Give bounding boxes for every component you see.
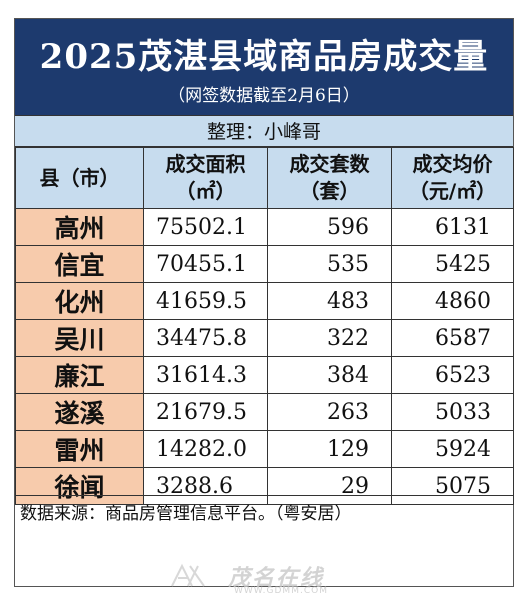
sales-table: 县（市） 成交面积 （㎡） 成交套数 （套） 成交均价 （元/㎡） 高州 75502.1… — [15, 147, 514, 505]
units-cell: 263 — [267, 393, 392, 431]
area-cell: 75502.1 — [143, 208, 268, 246]
price-cell: 4860 — [391, 282, 514, 320]
area-cell: 41659.5 — [143, 282, 268, 320]
price-cell: 5033 — [391, 393, 514, 431]
table-row: 廉江 31614.3 384 6523 — [15, 356, 514, 394]
county-cell: 雷州 — [15, 430, 144, 468]
watermark-logo-text: 茂名在线 — [228, 566, 325, 591]
table-row: 高州 75502.1 596 6131 — [15, 208, 514, 246]
county-cell: 化州 — [15, 282, 144, 320]
table-header-row: 县（市） 成交面积 （㎡） 成交套数 （套） 成交均价 （元/㎡） — [15, 147, 514, 209]
table-row: 信宜 70455.1 535 5425 — [15, 245, 514, 283]
page-title: 2025茂湛县域商品房成交量 — [39, 37, 489, 77]
county-cell: 高州 — [15, 208, 144, 246]
price-cell: 5075 — [391, 467, 514, 505]
area-cell: 14282.0 — [143, 430, 268, 468]
units-cell: 384 — [267, 356, 392, 394]
area-cell: 70455.1 — [143, 245, 268, 283]
table-row: 化州 41659.5 483 4860 — [15, 282, 514, 320]
units-cell: 535 — [267, 245, 392, 283]
units-cell: 129 — [267, 430, 392, 468]
price-cell: 6587 — [391, 319, 514, 357]
price-cell: 5425 — [391, 245, 514, 283]
table-row: 徐闻 3288.6 29 5075 — [15, 467, 514, 505]
compiler-credit: 整理：小峰哥 — [15, 115, 513, 147]
county-cell: 信宜 — [15, 245, 144, 283]
price-cell: 6523 — [391, 356, 514, 394]
column-header-units: 成交套数 （套） — [267, 147, 392, 209]
units-cell: 596 — [267, 208, 392, 246]
watermark-logo-icon — [171, 563, 205, 587]
report-card: 2025茂湛县域商品房成交量 （网签数据截至2月6日） 整理：小峰哥 县（市） … — [14, 18, 514, 587]
page-subtitle: （网签数据截至2月6日） — [168, 86, 360, 106]
area-cell: 31614.3 — [143, 356, 268, 394]
data-source: 数据来源：商品房管理信息平台。（粤安居） — [20, 504, 352, 524]
units-cell: 483 — [267, 282, 392, 320]
county-cell: 徐闻 — [15, 467, 144, 505]
area-cell: 21679.5 — [143, 393, 268, 431]
county-cell: 遂溪 — [15, 393, 144, 431]
county-cell: 吴川 — [15, 319, 144, 357]
units-cell: 322 — [267, 319, 392, 357]
watermark-url: WWW.GDMM.COM — [234, 586, 328, 596]
table-row: 雷州 14282.0 129 5924 — [15, 430, 514, 468]
table-row: 吴川 34475.8 322 6587 — [15, 319, 514, 357]
area-cell: 34475.8 — [143, 319, 268, 357]
county-cell: 廉江 — [15, 356, 144, 394]
price-cell: 5924 — [391, 430, 514, 468]
area-cell: 3288.6 — [143, 467, 268, 505]
title-banner: 2025茂湛县域商品房成交量 （网签数据截至2月6日） — [15, 19, 513, 115]
footer-note: 数据来源：商品房管理信息平台。（粤安居） — [15, 495, 513, 586]
column-header-county: 县（市） — [15, 147, 144, 209]
column-header-price: 成交均价 （元/㎡） — [391, 147, 514, 209]
units-cell: 29 — [267, 467, 392, 505]
column-header-area: 成交面积 （㎡） — [143, 147, 268, 209]
price-cell: 6131 — [391, 208, 514, 246]
table-row: 遂溪 21679.5 263 5033 — [15, 393, 514, 431]
